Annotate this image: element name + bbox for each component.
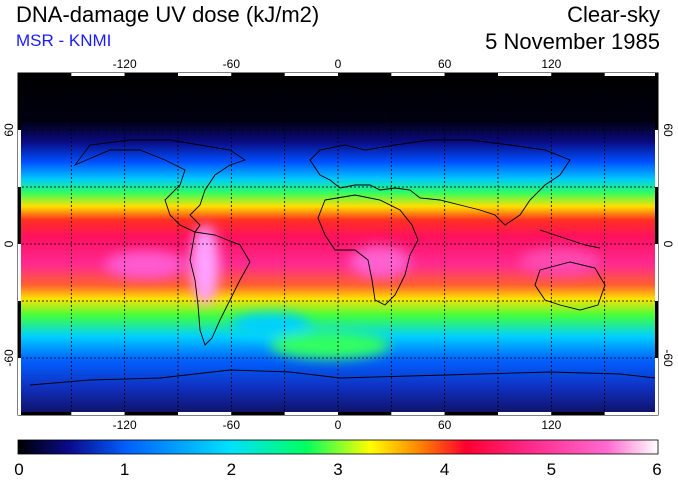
- lat-tick-label: 60: [661, 123, 675, 137]
- colorbar-tick-label: 5: [547, 460, 556, 479]
- frame-bar-segment: [655, 130, 658, 187]
- coastlines: [29, 139, 656, 386]
- colorbar: [17, 439, 659, 455]
- frame-bar-segment: [284, 73, 338, 76]
- lon-tick-label: -60: [223, 418, 241, 432]
- frame-bar-segment: [338, 412, 392, 415]
- frame-bar-segment: [551, 412, 605, 415]
- frame-bar-segment: [178, 73, 232, 76]
- frame-bar-segment: [604, 412, 658, 415]
- lat-tick-label: -60: [661, 349, 675, 367]
- frame-bar-segment: [18, 73, 21, 130]
- lon-tick-label: 0: [335, 57, 342, 71]
- frame-bar-segment: [18, 358, 21, 415]
- colorbar-tick-label: 2: [227, 460, 236, 479]
- frame-bar-segment: [18, 301, 21, 358]
- colorbar-tick-label: 3: [333, 460, 342, 479]
- frame-bar-segment: [18, 244, 21, 301]
- frame-bar-segment: [655, 244, 658, 301]
- frame-bar-segment: [655, 187, 658, 244]
- frame-scale-bars: [18, 73, 658, 415]
- frame-bar-segment: [655, 301, 658, 358]
- lon-ticks-top: -120 -60 0 60 120: [113, 57, 562, 71]
- frame-bar-segment: [391, 73, 445, 76]
- frame-bar-segment: [444, 73, 498, 76]
- lon-tick-label: 120: [541, 418, 561, 432]
- frame-bar-segment: [604, 73, 658, 76]
- lon-tick-label: 60: [438, 57, 452, 71]
- frame-bar-segment: [18, 412, 72, 415]
- frame-bar-segment: [231, 73, 285, 76]
- lat-tick-label: 0: [661, 241, 675, 248]
- lat-ticks-left: 60 0 -60: [2, 123, 16, 367]
- frame-bar-segment: [71, 73, 125, 76]
- date-label: 5 November 1985: [485, 29, 660, 54]
- colorbar-tick-label: 0: [14, 460, 23, 479]
- frame-bar-segment: [178, 412, 232, 415]
- product-label: Clear-sky: [567, 2, 660, 27]
- graticule: [18, 73, 658, 415]
- map-subtitle: MSR - KNMI: [16, 31, 112, 50]
- frame-bar-segment: [391, 412, 445, 415]
- frame-bar-segment: [338, 73, 392, 76]
- uv-field-highlights: [105, 225, 600, 359]
- map-title: DNA-damage UV dose (kJ/m2): [16, 2, 320, 27]
- frame-bar-segment: [498, 73, 552, 76]
- frame-bar-segment: [124, 412, 178, 415]
- lon-tick-label: -120: [113, 418, 137, 432]
- frame-bar-segment: [124, 73, 178, 76]
- frame-bar-segment: [71, 412, 125, 415]
- frame-bar-segment: [655, 358, 658, 415]
- lon-ticks-bottom: -120 -60 0 60 120: [113, 418, 562, 432]
- lat-ticks-right: 60 0 -60: [661, 123, 675, 367]
- frame-bar-segment: [231, 412, 285, 415]
- colorbar-tick-label: 1: [120, 460, 129, 479]
- colorbar-tick-label: 6: [652, 460, 661, 479]
- lon-tick-label: -120: [113, 57, 137, 71]
- lat-tick-label: 60: [2, 123, 16, 137]
- frame-bar-segment: [551, 73, 605, 76]
- lat-tick-label: -60: [2, 349, 16, 367]
- colorbar-tick-label: 4: [440, 460, 449, 479]
- lon-tick-label: -60: [223, 57, 241, 71]
- lon-tick-label: 120: [541, 57, 561, 71]
- frame-bar-segment: [444, 412, 498, 415]
- frame-bar-segment: [18, 73, 72, 76]
- frame-bar-segment: [18, 130, 21, 187]
- lat-tick-label: 0: [2, 240, 16, 247]
- frame-bar-segment: [284, 412, 338, 415]
- frame-bar-segment: [655, 73, 658, 130]
- colorbar-ticks: 0 1 2 3 4 5 6: [14, 460, 661, 479]
- lon-tick-label: 60: [438, 418, 452, 432]
- frame-bar-segment: [18, 187, 21, 244]
- lon-tick-label: 0: [335, 418, 342, 432]
- frame-bar-segment: [498, 412, 552, 415]
